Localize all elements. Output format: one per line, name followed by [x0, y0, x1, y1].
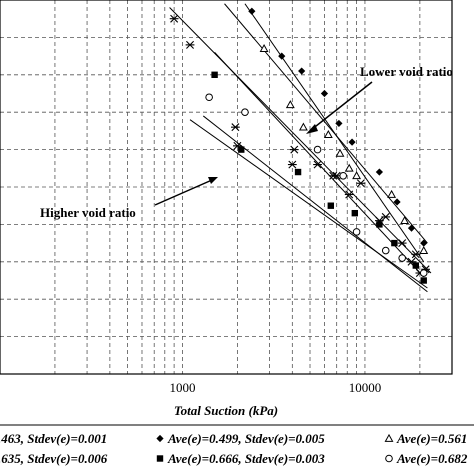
data-point-series-2: [387, 189, 397, 198]
data-point-series-5: [352, 228, 361, 236]
legend-entry-label: Ave(e)=0.666, Stdev(e)=0.003: [167, 451, 325, 466]
data-point-series-5: [339, 171, 347, 180]
data-point-series-1: [335, 119, 343, 128]
data-point-series-0: [313, 160, 322, 169]
legend-marker: [156, 455, 164, 462]
trend-line: [169, 7, 432, 274]
annotation-lower-void-label: Lower void ratio: [360, 64, 453, 79]
legend: .463, Stdev(e)=0.001 Ave(e)=0.499, Stdev(…: [0, 431, 468, 466]
legend-entry-label: Ave(e)=0.561: [396, 431, 467, 446]
legend-marker: [385, 454, 393, 463]
legend-entry-label: .463, Stdev(e)=0.001: [0, 431, 107, 446]
data-point-series-4: [327, 202, 335, 209]
data-point-series-5: [419, 269, 428, 277]
x-tick-label: 10000: [349, 380, 382, 395]
data-markers: [169, 7, 430, 284]
data-point-series-3: [356, 179, 366, 188]
data-point-series-1: [298, 67, 306, 75]
data-point-series-2: [298, 122, 308, 131]
data-point-series-0: [397, 239, 407, 248]
data-point-series-3: [287, 160, 297, 169]
data-point-series-0: [185, 40, 195, 49]
data-point-series-4: [351, 209, 359, 217]
trend-line: [244, 3, 425, 263]
data-point-series-4: [412, 262, 420, 269]
x-axis-title: Total Suction (kPa): [174, 403, 278, 418]
data-point-series-4: [294, 168, 302, 176]
data-point-series-2: [285, 100, 295, 109]
data-point-series-1: [407, 224, 416, 232]
data-point-series-5: [241, 108, 249, 116]
data-point-series-4: [391, 239, 398, 247]
annotation-higher-void-arrow: [154, 179, 213, 206]
data-point-series-2: [259, 43, 269, 52]
annotation-lower-void-arrowhead: [306, 124, 318, 134]
legend-marker: [384, 433, 394, 442]
data-point-series-1: [278, 52, 286, 60]
data-point-series-3: [381, 212, 391, 221]
data-point-series-1: [320, 89, 329, 98]
annotation-lower-void: Lower void ratio: [306, 64, 453, 134]
legend-marker: [156, 434, 164, 443]
data-point-series-4: [420, 277, 427, 284]
data-point-series-2: [352, 171, 362, 180]
trend-line: [202, 115, 428, 293]
data-point-series-2: [400, 216, 410, 225]
annotation-higher-void: Higher void ratio: [40, 177, 218, 220]
grid: [0, 0, 452, 374]
data-point-series-2: [335, 148, 345, 157]
x-tick-label: 1000: [169, 380, 195, 395]
legend-entry-label: Ave(e)=0.499, Stdev(e)=0.005: [167, 431, 325, 446]
data-point-series-0: [344, 190, 354, 199]
trend-lines: [169, 3, 432, 293]
data-point-series-2: [323, 130, 333, 139]
data-point-series-3: [411, 250, 421, 259]
data-point-series-2: [419, 245, 429, 254]
annotation-higher-void-arrowhead: [208, 177, 218, 184]
data-point-series-0: [289, 145, 299, 154]
data-point-series-1: [420, 239, 428, 247]
data-point-series-4: [211, 71, 218, 78]
data-point-series-2: [344, 163, 354, 172]
legend-entry-label: .635, Stdev(e)=0.006: [0, 451, 108, 466]
data-point-series-5: [205, 93, 213, 102]
data-point-series-1: [348, 138, 356, 146]
legend-entry-label: Ave(e)=0.682: [396, 451, 468, 466]
annotation-higher-void-label: Higher void ratio: [40, 205, 136, 220]
data-point-series-1: [248, 7, 256, 15]
data-point-series-5: [381, 246, 390, 255]
plot-frame: [0, 0, 453, 375]
data-point-series-5: [398, 254, 406, 262]
trend-line: [189, 119, 428, 289]
trend-line: [224, 3, 428, 244]
data-point-series-1: [375, 168, 383, 176]
data-point-series-5: [313, 145, 322, 154]
data-point-series-1: [393, 198, 401, 206]
x-tick-labels: 1000 10000: [169, 380, 381, 395]
data-point-series-0: [230, 123, 240, 132]
data-point-series-4: [376, 221, 383, 228]
data-point-series-4: [238, 146, 245, 153]
data-point-series-0: [169, 14, 179, 23]
annotation-lower-void-arrow: [310, 81, 373, 131]
